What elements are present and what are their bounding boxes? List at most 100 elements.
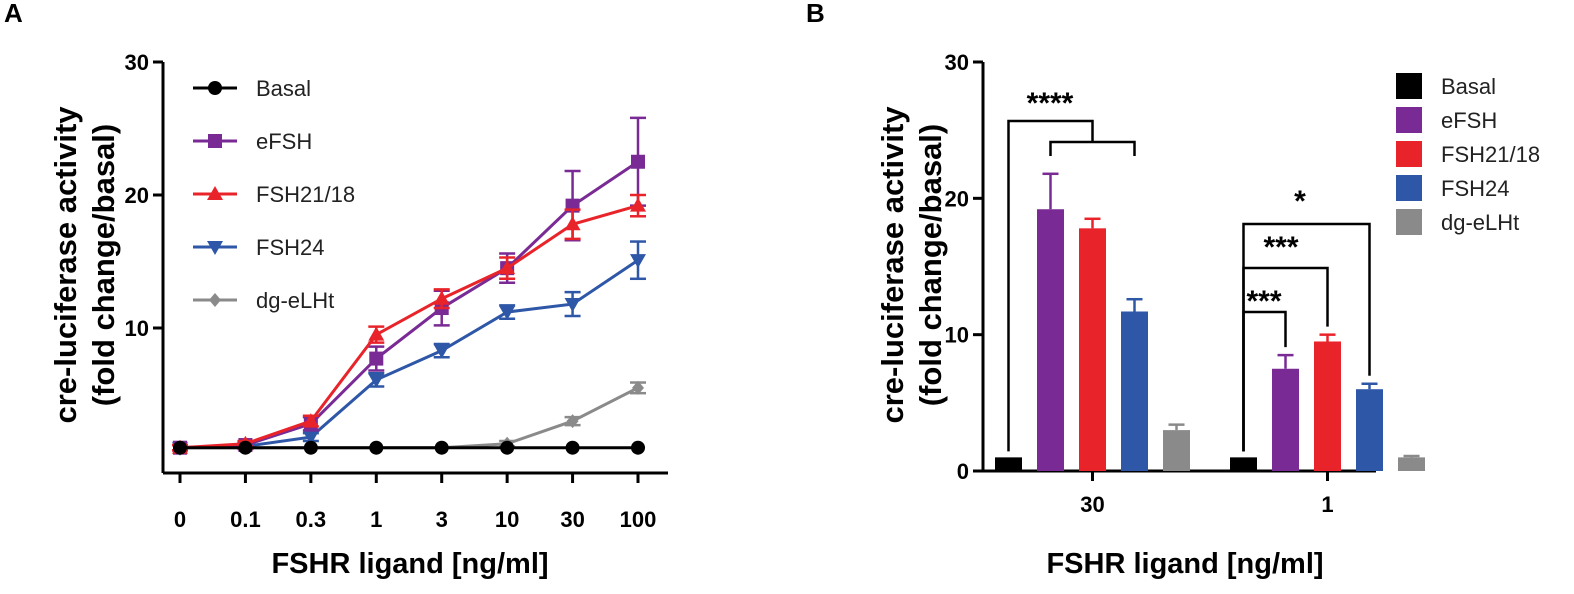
y-tick-label: 30 <box>945 50 969 75</box>
panel-a-letter: A <box>4 0 23 28</box>
legend-label-basal: Basal <box>1441 74 1496 99</box>
legend-label-fsh21-18: FSH21/18 <box>1441 142 1540 167</box>
series-fsh21-18 <box>1079 217 1341 471</box>
data-point-basal <box>173 440 187 455</box>
x-axis-title: FSHR ligand [ng/ml] <box>1046 548 1323 580</box>
data-point-fsh24 <box>368 373 385 388</box>
y-tick-label: 20 <box>125 183 149 208</box>
x-tick-label: 1 <box>370 507 382 532</box>
legend-swatch-fsh21-18 <box>1396 141 1422 167</box>
bar-basal <box>1230 457 1257 471</box>
y-axis-title-line-1: cre-luciferase activity <box>48 106 83 424</box>
data-point-fsh24 <box>499 306 516 321</box>
data-point-fsh24 <box>302 431 319 446</box>
data-point-fsh21-18 <box>499 260 516 275</box>
significance-label: **** <box>1027 87 1074 120</box>
x-tick-label: 0.1 <box>230 507 261 532</box>
significance-label: *** <box>1246 285 1281 318</box>
y-axis-title-line-2: (fold change/basal) <box>913 124 948 406</box>
significance-annotations: *********** <box>1007 87 1371 452</box>
data-point-dg-elht <box>632 380 644 395</box>
legend-label-basal: Basal <box>256 76 311 101</box>
series-dg-elht <box>1163 423 1425 471</box>
x-tick-label: 30 <box>1080 492 1104 517</box>
data-point-fsh21-18 <box>433 290 450 305</box>
legend-marker-fsh24 <box>207 241 223 255</box>
legend: Basal eFSH FSH21/18 FSH24 dg-eLHt <box>1396 73 1540 235</box>
x-axis-title: FSHR ligand [ng/ml] <box>271 548 548 580</box>
x-tick-label: 3 <box>436 507 448 532</box>
series-efsh <box>1037 172 1299 472</box>
data-point-efsh <box>631 154 645 169</box>
x-tick-label: 0 <box>174 507 186 532</box>
y-axis-title-line-2: (fold change/basal) <box>86 124 121 406</box>
y-axis-title: cre-luciferase activity(fold change/basa… <box>875 106 948 424</box>
y-tick-label: 0 <box>957 459 969 484</box>
y-axis-title: cre-luciferase activity(fold change/basa… <box>48 106 121 424</box>
bar-fsh21-18 <box>1314 341 1341 471</box>
bar-dg-elht <box>1163 430 1190 471</box>
legend: Basal eFSH FSH21/18 FSH24 dg-eLHt <box>193 76 355 313</box>
bar-fsh24 <box>1121 311 1148 471</box>
x-tick-label: 10 <box>495 507 519 532</box>
data-point-fsh24 <box>564 298 581 313</box>
panel-b-letter: B <box>806 0 825 28</box>
y-tick-label: 10 <box>125 316 149 341</box>
bar-basal <box>995 457 1022 471</box>
legend-label-dg-elht: dg-eLHt <box>256 288 334 313</box>
bar-fsh21-18 <box>1079 228 1106 471</box>
legend-swatch-dg-elht <box>1396 209 1422 235</box>
legend-swatch-fsh24 <box>1396 175 1422 201</box>
legend-marker-fsh21-18 <box>207 186 223 200</box>
legend-label-efsh: eFSH <box>256 129 312 154</box>
data-point-basal <box>238 440 253 455</box>
legend-label-efsh: eFSH <box>1441 108 1497 133</box>
data-point-basal <box>303 440 318 455</box>
bracket-single <box>1242 310 1287 452</box>
bar-efsh <box>1037 209 1064 472</box>
bar-efsh <box>1272 368 1299 471</box>
legend-label-fsh21-18: FSH21/18 <box>256 182 355 207</box>
data-point-basal <box>500 440 515 455</box>
legend-marker-dg-elht <box>209 293 221 307</box>
significance-label: * <box>1294 185 1306 218</box>
chart-panel-b: 0 10 20 30 30 1 FSHR ligand [ng/ml] cre-lucifer… <box>875 50 1540 580</box>
series-fsh21-18 <box>172 193 646 454</box>
series-fsh24 <box>1121 297 1383 471</box>
data-point-dg-elht <box>566 414 579 429</box>
legend-label-dg-elht: dg-eLHt <box>1441 210 1519 235</box>
series-efsh <box>172 116 646 455</box>
significance-label: *** <box>1263 231 1298 264</box>
x-tick-label: 100 <box>620 507 657 532</box>
x-tick-label: 1 <box>1321 492 1333 517</box>
bar-dg-elht <box>1398 457 1425 471</box>
legend-label-fsh24: FSH24 <box>256 235 324 260</box>
data-point-fsh24 <box>433 344 450 359</box>
y-tick-label: 20 <box>945 186 969 211</box>
series-line-fsh21-18 <box>179 204 639 450</box>
legend-label-fsh24: FSH24 <box>1441 176 1509 201</box>
y-tick-label: 30 <box>125 50 149 75</box>
x-tick-label: 30 <box>560 507 584 532</box>
series-basal <box>995 457 1257 471</box>
series-line-fsh24 <box>179 258 639 450</box>
bracket-single <box>1242 222 1371 452</box>
data-point-basal <box>369 440 384 455</box>
y-tick-label: 10 <box>945 323 969 348</box>
data-point-fsh21-18 <box>630 197 646 212</box>
legend-swatch-efsh <box>1396 107 1422 133</box>
bracket-outer <box>1007 119 1094 452</box>
bracket-inner <box>1049 140 1136 156</box>
legend-swatch-basal <box>1396 73 1422 99</box>
data-point-basal <box>631 440 645 455</box>
data-point-fsh21-18 <box>368 326 385 341</box>
bar-fsh24 <box>1356 389 1383 471</box>
chart-panel-a: 10 20 30 0 0.1 0.3 1 3 10 30 100 FSHR ligand [ng/ml… <box>48 50 668 580</box>
legend-marker-efsh <box>208 134 222 148</box>
data-point-fsh24 <box>630 254 646 269</box>
legend-marker-basal <box>208 81 222 95</box>
data-point-basal <box>434 440 449 455</box>
x-tick-label: 0.3 <box>296 507 327 532</box>
data-point-fsh21-18 <box>564 216 581 231</box>
